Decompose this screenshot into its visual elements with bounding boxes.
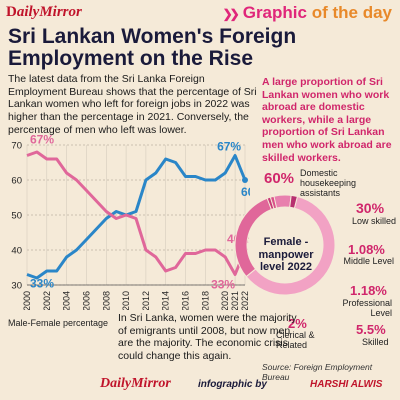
male-series-line xyxy=(26,154,247,280)
page-title: Sri Lankan Women's Foreign Employment on… xyxy=(8,25,297,70)
footer-infographic-label: infographic by xyxy=(198,379,267,390)
x-tick-label: 2016 xyxy=(181,291,191,310)
slice-pct-domestic: 60% xyxy=(264,170,295,187)
footer-credit: HARSHI ALWIS xyxy=(310,379,383,390)
header: DailyMirror ❯❯ Graphic of the day xyxy=(0,0,400,24)
line-chart: 30 40 50 60 70 2000 2002 2004 2006 2008 2010 2012 20… xyxy=(11,135,250,310)
slice-label-domestic: Domestic housekeeping assistants xyxy=(300,168,357,198)
x-tick-label: 2002 xyxy=(42,291,52,310)
x-tick-label: 2008 xyxy=(101,291,111,310)
slice-label-middle: Middle Level xyxy=(343,256,394,266)
x-tick-label: 2000 xyxy=(22,291,32,310)
brand-logo: DailyMirror xyxy=(6,4,82,20)
bottom-note: In Sri Lanka, women were the majority of… xyxy=(118,312,297,362)
female-series-line xyxy=(26,150,247,276)
pink-note: A large proportion of Sri Lankan women w… xyxy=(262,76,392,164)
slice-label-low-skilled: Low skilled xyxy=(351,216,396,226)
y-tick-label: 40 xyxy=(11,246,22,257)
x-tick-label: 2014 xyxy=(161,291,171,310)
slice-label-professional: Professional Level xyxy=(342,298,392,318)
slice-label-skilled: Skilled xyxy=(362,337,389,347)
donut-slice xyxy=(273,194,292,209)
intro-text: The latest data from the Sri Lanka Forei… xyxy=(8,73,257,136)
slice-pct-low-skilled: 30% xyxy=(356,200,385,216)
data-label: 67% xyxy=(217,140,241,154)
x-tick-label: 2018 xyxy=(200,291,210,310)
source-note: Source: Foreign Employment Bureau xyxy=(262,362,373,382)
x-tick-label: 2020 xyxy=(220,291,230,310)
slice-label-clerical: Clerical & Related xyxy=(276,330,315,350)
x-tick-label: 2022 xyxy=(240,291,250,310)
x-tick-label: 2021 xyxy=(230,291,240,310)
footer-brand-logo: DailyMirror xyxy=(100,376,171,391)
chevron-icon: ❯❯ xyxy=(222,7,240,21)
slice-pct-professional: 1.18% xyxy=(350,283,387,298)
donut-slice xyxy=(245,195,336,296)
x-tick-label: 2006 xyxy=(81,291,91,310)
series-end-point xyxy=(242,177,248,183)
badge-word-graphic: Graphic xyxy=(242,3,307,22)
slice-pct-skilled: 5.5% xyxy=(356,322,386,337)
male-female-label: Male-Female percentage xyxy=(8,318,109,328)
data-label: 60% xyxy=(241,185,250,199)
footer: DailyMirror infographic by HARSHI ALWIS xyxy=(100,376,400,398)
y-tick-label: 30 xyxy=(11,281,22,292)
y-tick-label: 50 xyxy=(11,211,22,222)
graphic-of-the-day-badge: ❯❯ Graphic of the day xyxy=(223,3,392,23)
data-label: 33% xyxy=(211,278,235,292)
donut-chart xyxy=(234,194,336,296)
x-tick-label: 2010 xyxy=(121,291,131,310)
donut-slice xyxy=(289,194,298,209)
y-tick-label: 70 xyxy=(11,141,22,152)
y-tick-label: 60 xyxy=(11,176,22,187)
x-tick-label: 2004 xyxy=(62,291,72,310)
slice-pct-middle: 1.08% xyxy=(348,242,385,257)
slice-pct-clerical: 2% xyxy=(288,316,307,331)
donut-hole xyxy=(248,208,322,282)
x-tick-label: 2012 xyxy=(141,291,151,310)
donut-center-label: Female - manpower level 2022 xyxy=(258,236,314,273)
data-label: 67% xyxy=(30,135,54,147)
data-label: 33% xyxy=(30,277,54,291)
badge-word-of-the-day: of the day xyxy=(311,3,392,22)
